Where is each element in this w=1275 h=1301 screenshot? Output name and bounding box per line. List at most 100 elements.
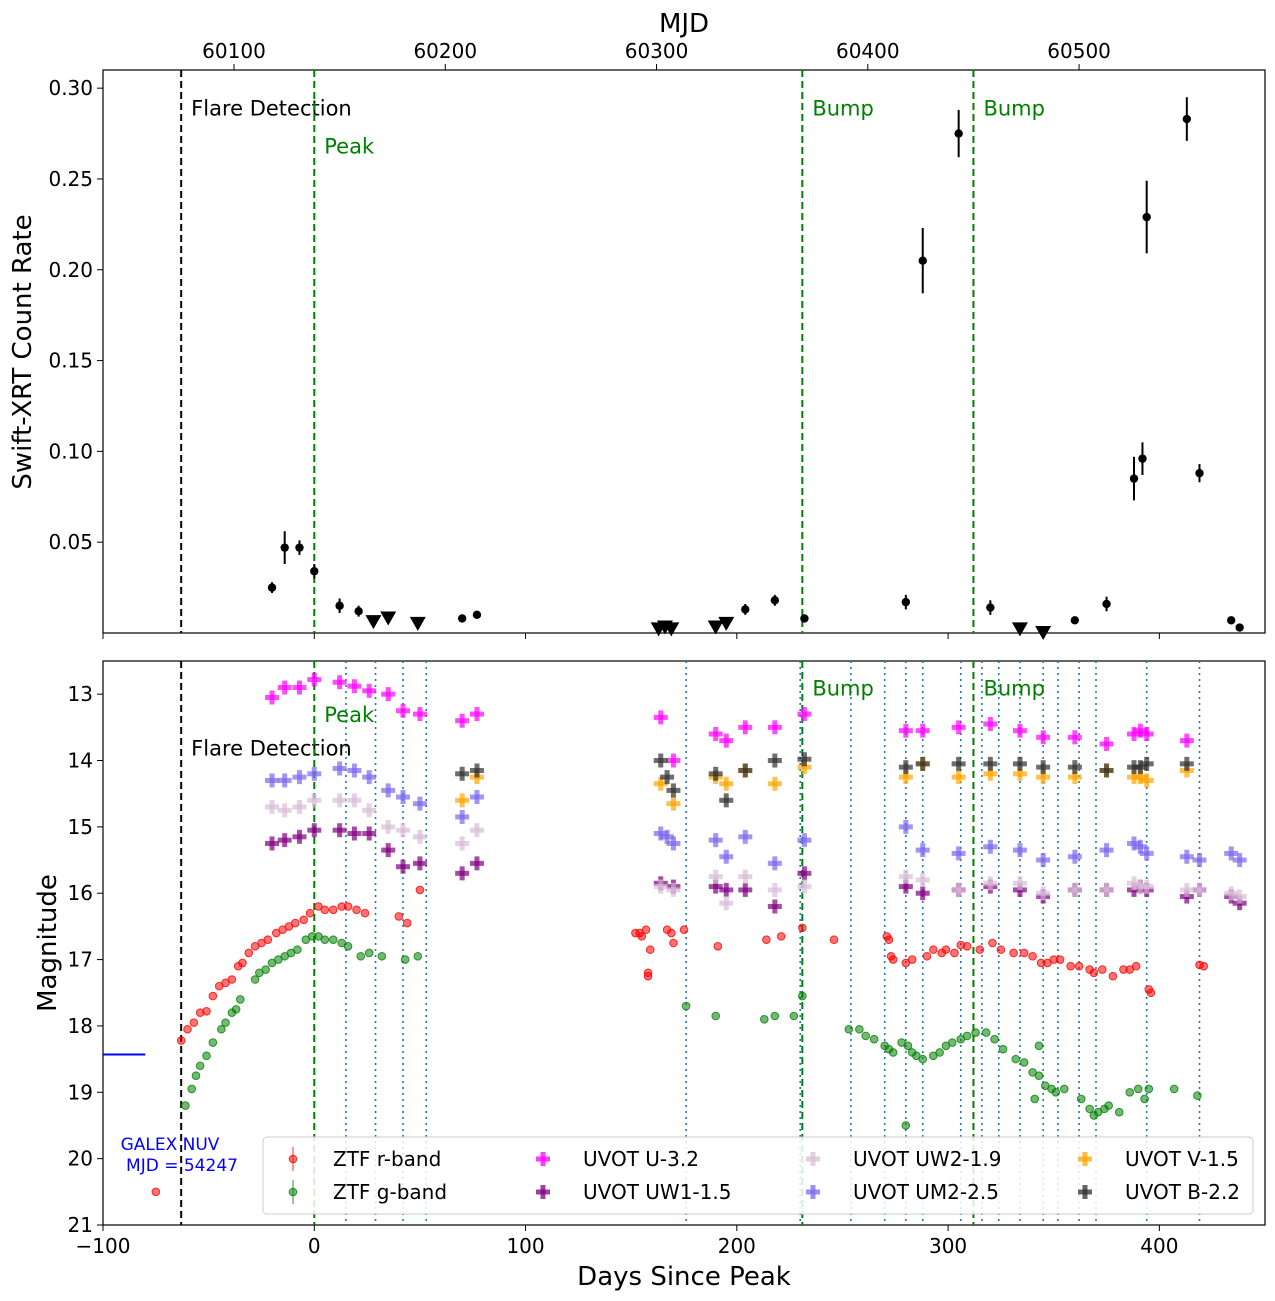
- uvot-data-point: [1192, 882, 1207, 897]
- uvot-data-point: [797, 833, 812, 848]
- xrt-upper-limit: [707, 620, 724, 635]
- mjd-ticks: 60100 60200 60300 60400 60500: [102, 39, 1160, 639]
- uvot-data-point: [898, 819, 913, 834]
- optical-data-point: [1019, 948, 1029, 958]
- optical-data-point: [415, 885, 425, 895]
- legend-marker: [536, 1185, 550, 1199]
- optical-data-point: [1144, 1084, 1154, 1094]
- legend-item: UVOT B-2.2: [1078, 1180, 1240, 1204]
- uvot-data-point: [915, 756, 930, 771]
- uvot-data-point: [653, 826, 668, 841]
- optical-points: [151, 672, 1247, 1197]
- optical-data-point: [250, 975, 260, 984]
- optical-data-point: [645, 945, 655, 954]
- uvot-data-point: [719, 793, 734, 808]
- days-ticks: −100 0 100 200 300 400: [76, 1225, 1178, 1258]
- optical-data-point: [1098, 965, 1107, 974]
- uvot-data-point: [265, 836, 280, 851]
- uvot-data-point: [719, 733, 734, 748]
- xrt-detection-point: [295, 543, 304, 552]
- uvot-data-point: [951, 756, 966, 771]
- uvot-data-point: [1099, 763, 1114, 778]
- uvot-data-point: [767, 899, 782, 914]
- series-uvot-b-2-2: [455, 752, 1194, 808]
- uvot-data-point: [1192, 853, 1207, 868]
- optical-data-point: [1055, 955, 1065, 964]
- optical-data-point: [305, 908, 315, 918]
- optical-vlines: Flare Detection Peak Bump Bump: [180, 661, 1045, 1225]
- days-tick-label: 100: [506, 1234, 544, 1258]
- xrt-upper-limit: [380, 611, 397, 626]
- uvot-data-point: [767, 882, 782, 897]
- uvot-data-point: [362, 803, 377, 818]
- uvot-data-point: [1139, 846, 1154, 861]
- optical-data-point: [669, 938, 678, 948]
- legend-label: UVOT UM2-2.5: [853, 1180, 999, 1204]
- optical-data-point: [263, 935, 273, 944]
- galex-mjd-label: MJD = 54247: [126, 1156, 238, 1176]
- xrt-detection-point: [770, 596, 780, 605]
- uvot-data-point: [951, 882, 966, 897]
- magnitude-y-axis-label: Magnitude: [33, 874, 63, 1012]
- optical-data-point: [1030, 1094, 1040, 1104]
- uvot-data-point: [797, 879, 812, 894]
- uvot-data-point: [1133, 723, 1148, 738]
- uvot-data-point: [660, 770, 675, 785]
- optical-data-point: [798, 991, 807, 1001]
- uvot-data-point: [396, 703, 411, 718]
- optical-vline-label: Bump: [812, 677, 874, 701]
- optical-data-point: [1125, 1087, 1135, 1097]
- legend-marker: [536, 1152, 550, 1166]
- optical-data-point: [903, 1041, 913, 1051]
- uvot-data-point: [469, 823, 484, 838]
- xrt-detection-point: [354, 607, 363, 616]
- optical-data-point: [360, 908, 370, 918]
- xrt-detection-point: [457, 614, 467, 623]
- series-ztf-g-band: [181, 932, 1202, 1130]
- xrt-detection-point: [267, 583, 277, 592]
- uvot-data-point: [1179, 756, 1194, 771]
- optical-data-point: [1140, 1094, 1149, 1104]
- legend-marker: [806, 1152, 820, 1166]
- uvot-data-point: [1127, 876, 1142, 891]
- optical-data-point: [962, 1031, 972, 1041]
- optical-vline-label: Flare Detection: [191, 736, 352, 760]
- legend-marker: [1078, 1185, 1092, 1199]
- uvot-data-point: [708, 726, 723, 741]
- days-tick-label: −100: [76, 1234, 131, 1258]
- uvot-data-point: [767, 856, 782, 871]
- optical-data-point: [776, 932, 786, 941]
- optical-panel: Days Since Peak Magnitude Flare Detectio…: [33, 660, 1266, 1292]
- uvot-data-point: [1133, 770, 1148, 785]
- uvot-data-point: [738, 720, 753, 735]
- uvot-data-point: [719, 849, 734, 864]
- optical-data-point: [679, 925, 689, 935]
- optical-data-point: [998, 1044, 1008, 1054]
- optical-data-point: [1085, 1104, 1094, 1114]
- optical-data-point: [844, 1024, 854, 1034]
- uvot-data-point: [708, 869, 723, 884]
- uvot-data-point: [292, 770, 307, 785]
- uvot-data-point: [915, 872, 930, 887]
- legend-label: ZTF r-band: [333, 1147, 441, 1171]
- optical-data-point: [941, 945, 951, 954]
- optical-data-point: [400, 955, 410, 964]
- optical-data-point: [189, 1018, 199, 1027]
- optical-data-point: [990, 1034, 999, 1044]
- uvot-data-point: [265, 773, 280, 788]
- optical-data-point: [869, 1034, 879, 1044]
- xrt-y-tick-label: 0.15: [48, 349, 93, 373]
- legend-label: UVOT B-2.2: [1125, 1180, 1240, 1204]
- mjd-axis-label: MJD: [659, 9, 709, 39]
- uvot-data-point: [455, 866, 470, 881]
- magnitude-tick-label: 20: [68, 1147, 93, 1171]
- uvot-data-point: [381, 843, 396, 858]
- optical-plot-frame: [102, 660, 1266, 1226]
- uvot-data-point: [666, 836, 681, 851]
- uvot-data-point: [767, 776, 782, 791]
- optical-data-point: [929, 945, 938, 954]
- optical-data-point: [244, 948, 254, 958]
- magnitude-tick-label: 18: [68, 1014, 93, 1038]
- optical-data-point: [1051, 1087, 1061, 1097]
